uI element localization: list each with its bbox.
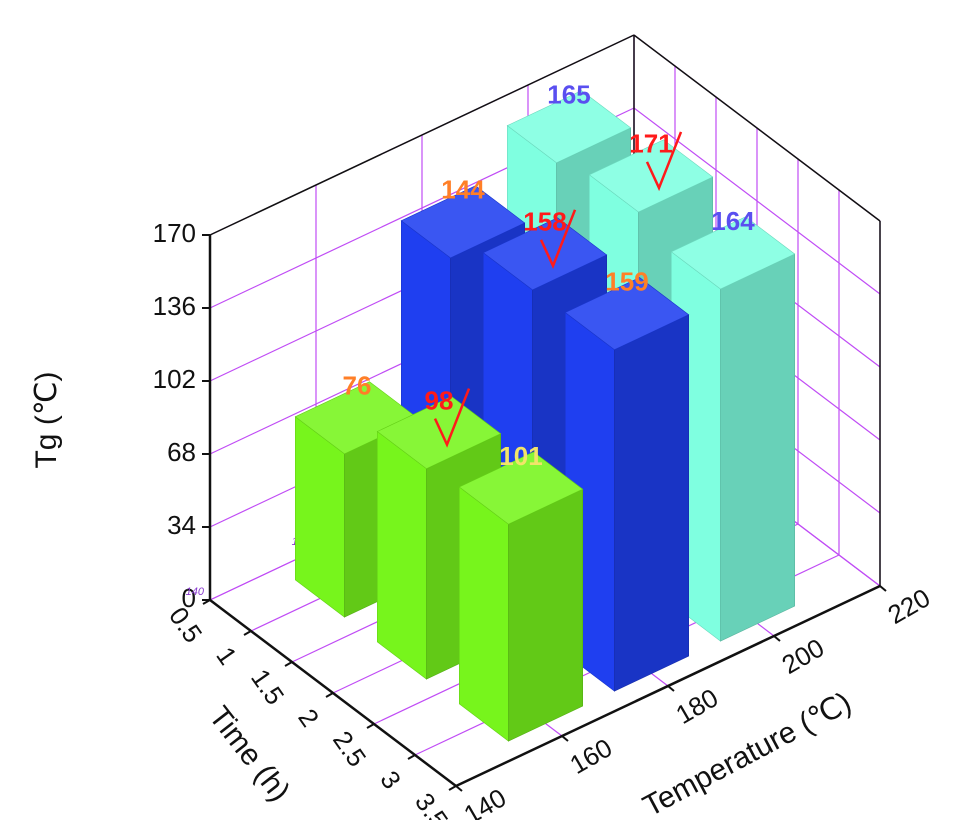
bar-front <box>614 314 690 692</box>
wall-tick-label: 140 <box>186 586 205 598</box>
bar <box>564 277 690 692</box>
x-tick <box>366 723 375 729</box>
x-tick <box>448 785 457 791</box>
y-tick-label: 102 <box>153 364 196 394</box>
bar-top <box>670 216 796 290</box>
y-tick-label: 68 <box>167 437 196 467</box>
bar-top <box>588 139 714 213</box>
z-tick-label: 140 <box>459 782 512 820</box>
z-tick <box>667 685 675 692</box>
bar-top <box>506 90 632 164</box>
z-tick <box>773 635 781 642</box>
y-tick-label: 0 <box>182 583 196 613</box>
z-tick <box>879 585 887 592</box>
x-tick-label: 0.5 <box>163 601 208 648</box>
x-tick-label: 1.5 <box>245 663 290 710</box>
x-tick <box>202 599 211 605</box>
z-tick-label: 160 <box>565 732 618 780</box>
x-tick <box>407 754 416 760</box>
value-label: 101 <box>499 441 542 471</box>
check-mark <box>539 209 577 269</box>
bar-top <box>400 185 526 259</box>
x-tick-label: 2.5 <box>327 725 372 772</box>
x-tick-label: 3.5 <box>409 787 454 820</box>
value-label: 171 <box>629 129 672 159</box>
value-label: 165 <box>547 80 590 110</box>
axis-line <box>209 34 635 236</box>
value-label: 159 <box>605 266 648 296</box>
value-label: 144 <box>441 175 485 205</box>
x-tick <box>325 692 334 698</box>
bar-side <box>376 430 427 680</box>
value-label: 158 <box>523 207 566 237</box>
value-label: 76 <box>343 371 372 401</box>
y-axis-title: Tg (℃) <box>30 371 63 468</box>
bar-top <box>458 451 584 525</box>
bar-top <box>376 396 502 470</box>
bar-front <box>720 253 796 642</box>
bar-top <box>564 277 690 351</box>
y-tick-label: 136 <box>153 291 196 321</box>
x-tick-label: 3 <box>374 765 407 794</box>
z-tick-label: 220 <box>883 582 936 630</box>
bar <box>670 216 796 642</box>
x-tick <box>284 661 293 667</box>
bar <box>458 451 584 742</box>
x-tick-label: 1 <box>210 641 243 670</box>
value-label: 98 <box>425 385 454 415</box>
z-tick-label: 200 <box>777 632 830 680</box>
y-tick-label: 170 <box>153 218 196 248</box>
axis-line <box>633 34 881 222</box>
bar-top <box>482 217 608 291</box>
check-mark <box>645 131 683 192</box>
bar-front <box>508 488 584 742</box>
z-axis-title: Temperature (℃) <box>638 686 857 820</box>
z-tick <box>561 735 569 742</box>
z-tick-label: 180 <box>671 682 724 730</box>
x-axis-title: Time (h) <box>202 700 296 807</box>
value-label: 164 <box>711 206 755 236</box>
check-mark <box>433 388 471 448</box>
x-tick-label: 2 <box>292 703 325 732</box>
z-tick <box>455 785 463 792</box>
bar-side <box>458 486 509 742</box>
x-tick <box>243 630 252 636</box>
y-tick-label: 34 <box>167 510 196 540</box>
